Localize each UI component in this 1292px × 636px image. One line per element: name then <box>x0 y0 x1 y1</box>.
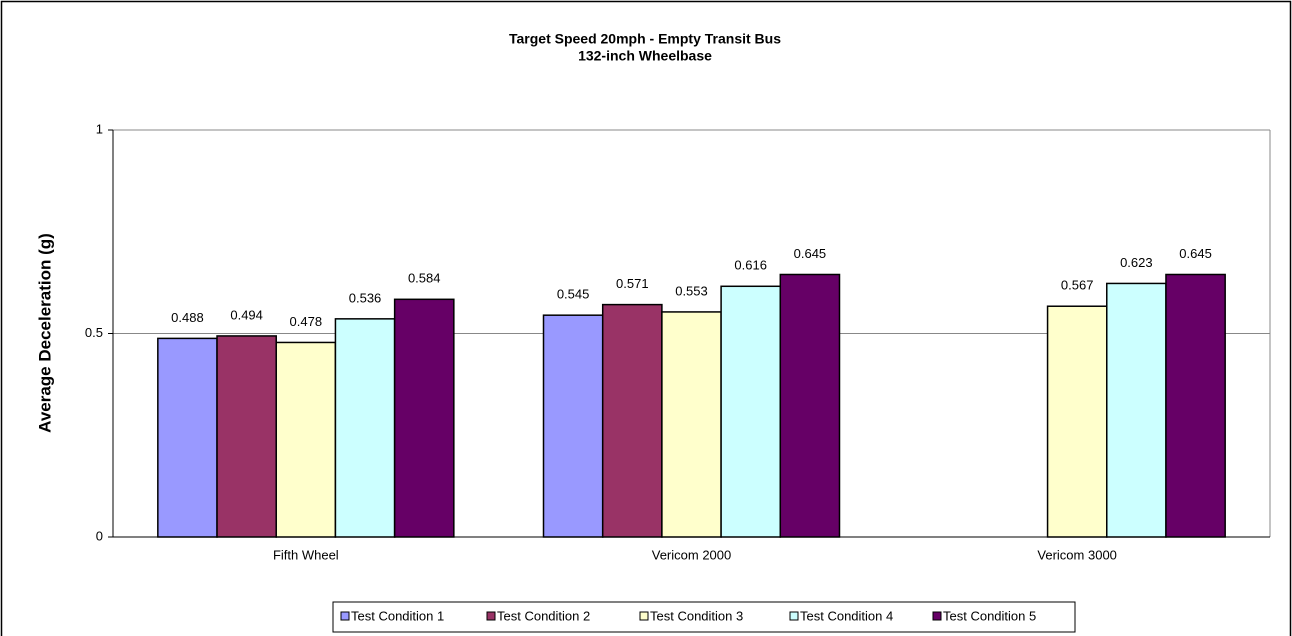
y-tick-label: 0.5 <box>85 325 103 340</box>
bar <box>720 285 782 538</box>
data-label: 0.584 <box>408 271 441 286</box>
legend-label: Test Condition 4 <box>800 608 893 623</box>
data-label: 0.645 <box>1179 246 1212 261</box>
legend-swatch <box>789 611 799 621</box>
data-label: 0.553 <box>675 283 708 298</box>
bar <box>216 335 277 538</box>
bar <box>334 318 396 538</box>
legend-label: Test Condition 1 <box>351 608 444 623</box>
bar <box>1165 273 1226 538</box>
y-tick-label: 0 <box>96 528 103 543</box>
bar <box>275 341 337 538</box>
bar <box>601 303 663 538</box>
legend-swatch <box>340 611 350 621</box>
bar <box>1106 282 1167 538</box>
data-label: 0.567 <box>1061 278 1094 293</box>
bar <box>157 337 218 538</box>
bar <box>779 273 841 538</box>
legend-label: Test Condition 2 <box>497 608 590 623</box>
data-label: 0.536 <box>349 290 382 305</box>
bar <box>661 311 722 538</box>
chart-subtitle: 132-inch Wheelbase <box>578 48 712 64</box>
bar <box>1046 305 1108 538</box>
data-label: 0.616 <box>734 258 767 273</box>
legend-box <box>332 601 1076 633</box>
legend-swatch <box>932 611 942 621</box>
legend-label: Test Condition 5 <box>943 608 1036 623</box>
data-label: 0.571 <box>616 276 649 291</box>
legend-swatch <box>486 611 496 621</box>
chart-title: Target Speed 20mph - Empty Transit Bus <box>509 31 781 47</box>
y-axis-label: Average Deceleration (g) <box>35 233 54 433</box>
data-label: 0.488 <box>171 310 204 325</box>
data-label: 0.623 <box>1120 255 1153 270</box>
bar <box>393 298 455 538</box>
x-tick-label: Vericom 2000 <box>652 547 732 562</box>
legend-swatch <box>639 611 649 621</box>
legend-label: Test Condition 3 <box>650 608 743 623</box>
data-label: 0.494 <box>230 307 263 322</box>
x-tick-label: Fifth Wheel <box>273 547 339 562</box>
data-label: 0.645 <box>794 246 827 261</box>
y-tick-label: 1 <box>96 121 103 136</box>
data-label: 0.478 <box>290 314 323 329</box>
data-label: 0.545 <box>557 287 590 302</box>
x-tick-label: Vericom 3000 <box>1037 547 1117 562</box>
bar <box>542 314 604 538</box>
